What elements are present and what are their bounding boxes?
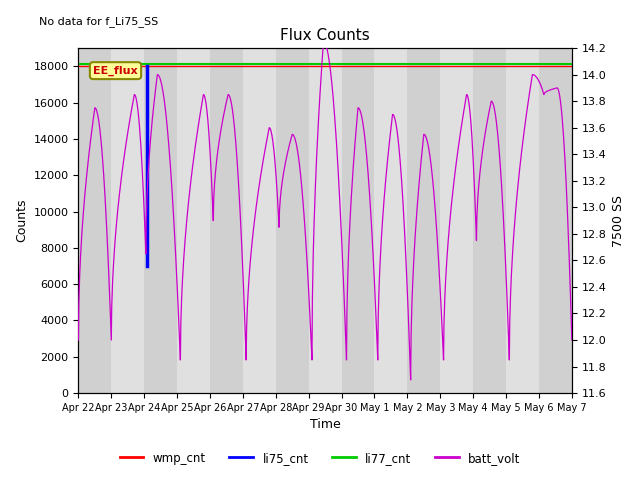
Bar <box>276 48 308 393</box>
Bar <box>342 48 374 393</box>
Bar <box>374 48 408 393</box>
Text: No data for f_Li75_SS: No data for f_Li75_SS <box>39 16 158 27</box>
Bar <box>243 48 276 393</box>
Bar <box>408 48 440 393</box>
Bar <box>111 48 144 393</box>
Bar <box>177 48 210 393</box>
Legend: wmp_cnt, li75_cnt, li77_cnt, batt_volt: wmp_cnt, li75_cnt, li77_cnt, batt_volt <box>115 447 525 469</box>
Bar <box>440 48 473 393</box>
Bar <box>308 48 342 393</box>
Bar <box>539 48 572 393</box>
Bar <box>79 48 111 393</box>
X-axis label: Time: Time <box>310 419 340 432</box>
Title: Flux Counts: Flux Counts <box>280 28 370 43</box>
Bar <box>473 48 506 393</box>
Text: EE_flux: EE_flux <box>93 65 138 76</box>
Bar <box>144 48 177 393</box>
Bar <box>506 48 539 393</box>
Bar <box>210 48 243 393</box>
Y-axis label: Counts: Counts <box>15 199 28 242</box>
Y-axis label: 7500 SS: 7500 SS <box>612 194 625 247</box>
